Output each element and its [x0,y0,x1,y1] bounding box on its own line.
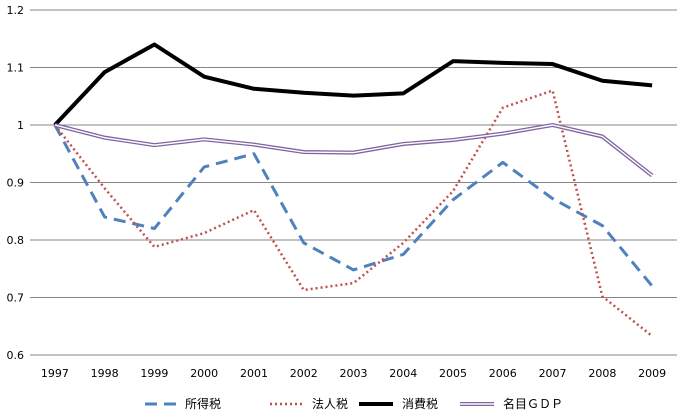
y-axis-ticks: 0.6 0.7 0.8 0.9 1 1.1 1.2 [7,4,25,362]
y-tick-label: 0.6 [7,349,25,362]
y-tick-label: 0.9 [7,177,25,190]
gridlines [30,9,677,298]
x-tick-label: 2002 [290,367,318,380]
x-tick-label: 1999 [140,367,168,380]
x-tick-label: 2005 [439,367,467,380]
legend-label: 所得税 [185,396,221,411]
y-tick-label: 1.1 [7,62,25,75]
y-tick-label: 0.8 [7,234,25,247]
series-line [53,124,654,287]
series-lines [53,42,654,338]
x-tick-label: 2008 [588,367,616,380]
legend-label: 名目ＧＤＰ [503,396,563,411]
x-tick-label: 2001 [240,367,268,380]
x-tick-label: 1997 [41,367,69,380]
x-tick-label: 2006 [489,367,517,380]
legend-label: 消費税 [402,396,438,411]
series-line-inner [54,124,653,177]
legend-label: 法人税 [312,397,348,411]
x-tick-label: 2007 [539,367,567,380]
x-tick-label: 2000 [190,367,218,380]
x-tick-label: 1998 [91,367,119,380]
y-tick-label: 1.2 [7,4,25,17]
series-line [53,42,653,127]
legend: 所得税 法人税 消費税 名目ＧＤＰ [145,396,563,411]
x-tick-label: 2009 [638,367,666,380]
x-tick-label: 2004 [389,367,417,380]
x-tick-label: 2003 [340,367,368,380]
y-tick-label: 0.7 [7,292,25,305]
series-line-outer [54,122,654,178]
x-axis-ticks: 1997 1998 1999 2000 2001 2002 2003 2004 2005 2006… [41,367,666,380]
y-tick-label: 1 [17,119,24,132]
